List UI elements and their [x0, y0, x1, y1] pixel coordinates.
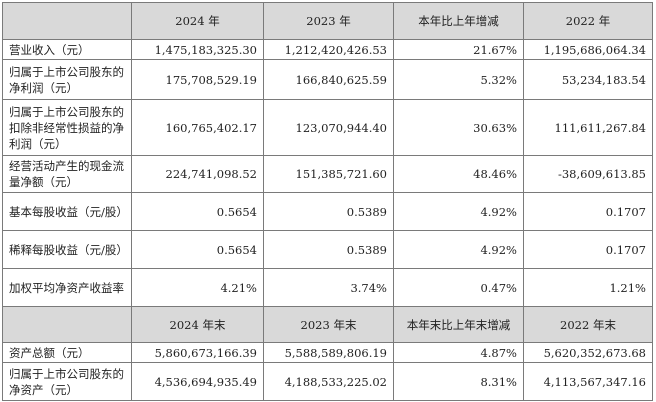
table-row: 稀释每股收益（元/股） 0.5654 0.5389 4.92% 0.1707: [2, 230, 653, 269]
header-change: 本年比上年增减: [393, 2, 524, 40]
header-2022: 2022 年: [523, 2, 653, 40]
table-row: 归属于上市公司股东的净利润（元） 175,708,529.19 166,840,…: [2, 59, 653, 100]
cell-2023: 5,588,589,806.19: [263, 342, 394, 363]
cell-2022: 53,234,183.54: [523, 59, 653, 100]
table-row: 归属于上市公司股东的净资产（元） 4,536,694,935.49 4,188,…: [2, 362, 653, 401]
cell-2023: 151,385,721.60: [263, 155, 394, 193]
cell-2023: 4,188,533,225.02: [263, 362, 394, 401]
row-label: 经营活动产生的现金流量净额（元）: [2, 155, 132, 193]
cell-2023: 0.5389: [263, 230, 394, 269]
cell-2024: 0.5654: [131, 192, 264, 231]
cell-2022: 0.1707: [523, 230, 653, 269]
table-row: 基本每股收益（元/股） 0.5654 0.5389 4.92% 0.1707: [2, 192, 653, 231]
table-row: 营业收入（元） 1,475,183,325.30 1,212,420,426.5…: [2, 39, 653, 60]
row-label: 加权平均净资产收益率: [2, 268, 132, 307]
cell-2023: 1,212,420,426.53: [263, 39, 394, 60]
cell-change: 48.46%: [393, 155, 524, 193]
cell-2022: 4,113,567,347.16: [523, 362, 653, 401]
cell-2024: 224,741,098.52: [131, 155, 264, 193]
cell-2023: 0.5389: [263, 192, 394, 231]
cell-2022: -38,609,613.85: [523, 155, 653, 193]
row-label: 归属于上市公司股东的净资产（元）: [2, 362, 132, 401]
cell-2022: 1.21%: [523, 268, 653, 307]
cell-2024: 160,765,402.17: [131, 99, 264, 156]
cell-2022: 0.1707: [523, 192, 653, 231]
table-row: 经营活动产生的现金流量净额（元） 224,741,098.52 151,385,…: [2, 155, 653, 193]
cell-2024: 4.21%: [131, 268, 264, 307]
cell-2024: 4,536,694,935.49: [131, 362, 264, 401]
row-label: 基本每股收益（元/股）: [2, 192, 132, 231]
header-2023: 2023 年: [263, 2, 394, 40]
cell-change: 5.32%: [393, 59, 524, 100]
cell-2022: 111,611,267.84: [523, 99, 653, 156]
cell-2023: 3.74%: [263, 268, 394, 307]
subheader-blank-cell: [2, 306, 132, 343]
cell-change: 0.47%: [393, 268, 524, 307]
cell-2023: 166,840,625.59: [263, 59, 394, 100]
row-label: 资产总额（元）: [2, 342, 132, 363]
cell-change: 4.87%: [393, 342, 524, 363]
cell-change: 8.31%: [393, 362, 524, 401]
table-row: 加权平均净资产收益率 4.21% 3.74% 0.47% 1.21%: [2, 268, 653, 307]
cell-2024: 5,860,673,166.39: [131, 342, 264, 363]
row-label: 稀释每股收益（元/股）: [2, 230, 132, 269]
row-label: 归属于上市公司股东的净利润（元）: [2, 59, 132, 100]
subheader-2023-end: 2023 年末: [263, 306, 394, 343]
cell-2024: 1,475,183,325.30: [131, 39, 264, 60]
table-row: 资产总额（元） 5,860,673,166.39 5,588,589,806.1…: [2, 342, 653, 363]
cell-2024: 0.5654: [131, 230, 264, 269]
table-header-row: 2024 年 2023 年 本年比上年增减 2022 年: [2, 2, 653, 40]
header-blank-cell: [2, 2, 132, 40]
cell-change: 30.63%: [393, 99, 524, 156]
cell-change: 21.67%: [393, 39, 524, 60]
cell-2024: 175,708,529.19: [131, 59, 264, 100]
cell-2022: 1,195,686,064.34: [523, 39, 653, 60]
row-label: 归属于上市公司股东的扣除非经常性损益的净利润（元）: [2, 99, 132, 156]
cell-change: 4.92%: [393, 192, 524, 231]
header-2024: 2024 年: [131, 2, 264, 40]
subheader-2022-end: 2022 年末: [523, 306, 653, 343]
cell-change: 4.92%: [393, 230, 524, 269]
row-label: 营业收入（元）: [2, 39, 132, 60]
cell-2022: 5,620,352,673.68: [523, 342, 653, 363]
subheader-2024-end: 2024 年末: [131, 306, 264, 343]
table-subheader-row: 2024 年末 2023 年末 本年末比上年末增减 2022 年末: [2, 306, 653, 343]
table-row: 归属于上市公司股东的扣除非经常性损益的净利润（元） 160,765,402.17…: [2, 99, 653, 156]
subheader-change: 本年末比上年末增减: [393, 306, 524, 343]
cell-2023: 123,070,944.40: [263, 99, 394, 156]
